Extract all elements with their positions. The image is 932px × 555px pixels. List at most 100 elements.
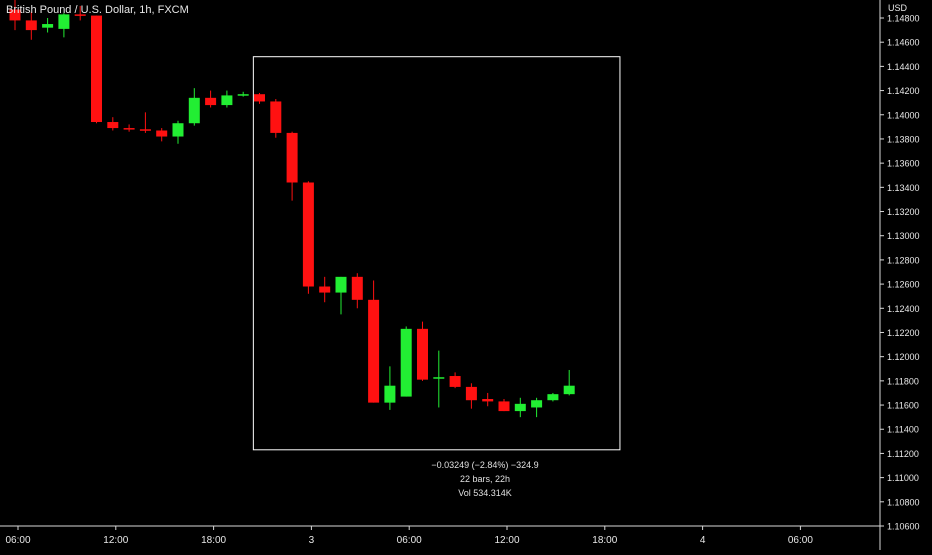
candle-body bbox=[74, 14, 86, 16]
candle-body bbox=[156, 130, 168, 137]
candle-body bbox=[400, 328, 412, 397]
candle bbox=[91, 15, 102, 124]
candle bbox=[449, 372, 461, 389]
candle-body bbox=[433, 377, 445, 379]
candle-body bbox=[417, 328, 428, 380]
time-tick-label: 18:00 bbox=[201, 535, 226, 546]
price-tick-label: 1.13000 bbox=[887, 231, 920, 241]
price-axis-currency: USD bbox=[888, 3, 908, 13]
price-tick-label: 1.12200 bbox=[887, 328, 920, 338]
candle-body bbox=[58, 14, 70, 29]
candle bbox=[368, 280, 380, 403]
candle bbox=[384, 366, 396, 410]
candle bbox=[205, 90, 217, 108]
candle-body bbox=[482, 399, 494, 402]
candle-body bbox=[498, 401, 510, 412]
candle bbox=[286, 131, 298, 201]
candle bbox=[465, 383, 477, 409]
time-tick-label: 3 bbox=[309, 535, 315, 546]
candle bbox=[335, 276, 347, 315]
candle-body bbox=[351, 276, 363, 300]
price-tick-label: 1.14600 bbox=[887, 38, 920, 48]
candle-body bbox=[286, 132, 298, 183]
candle bbox=[531, 397, 543, 418]
price-tick-label: 1.13800 bbox=[887, 134, 920, 144]
price-tick-label: 1.13400 bbox=[887, 183, 920, 193]
price-tick-label: 1.11200 bbox=[887, 449, 919, 459]
candle bbox=[302, 181, 314, 294]
price-tick-label: 1.12400 bbox=[887, 304, 920, 314]
candle bbox=[482, 392, 494, 407]
price-tick-label: 1.13600 bbox=[887, 159, 920, 169]
time-tick-label: 12:00 bbox=[494, 535, 519, 546]
candle bbox=[417, 321, 428, 381]
candle bbox=[351, 273, 363, 309]
measure-change: −0.03249 (−2.84%) −324.9 bbox=[431, 460, 539, 470]
candle-body bbox=[205, 97, 217, 106]
price-tick-label: 1.14400 bbox=[887, 62, 920, 72]
candle bbox=[319, 276, 331, 303]
candle-body bbox=[335, 276, 347, 293]
price-tick-label: 1.12800 bbox=[887, 255, 920, 265]
time-tick-label: 06:00 bbox=[788, 535, 813, 546]
price-tick-label: 1.11800 bbox=[887, 376, 919, 386]
price-tick-label: 1.10800 bbox=[887, 497, 920, 507]
candle bbox=[25, 11, 37, 40]
candle-body bbox=[531, 400, 543, 408]
candle-body bbox=[139, 129, 151, 131]
candle bbox=[400, 326, 412, 397]
candle-body bbox=[254, 94, 265, 102]
candle bbox=[547, 392, 559, 402]
candle bbox=[221, 90, 233, 108]
candle-body bbox=[9, 9, 21, 21]
candle-body bbox=[368, 299, 380, 403]
candle bbox=[237, 91, 249, 97]
measure-bars: 22 bars, 22h bbox=[459, 474, 511, 484]
time-tick-label: 06:00 bbox=[397, 535, 422, 546]
price-tick-label: 1.14200 bbox=[887, 86, 920, 96]
candle bbox=[498, 399, 510, 412]
price-axis[interactable]: 1.14800 1.14600 1.14400 1.14200 1.14000 1.138… bbox=[879, 0, 920, 550]
candle-body bbox=[547, 394, 559, 401]
candle bbox=[74, 5, 86, 21]
time-tick-label: 06:00 bbox=[5, 535, 30, 546]
measure-volume: Vol 534.314K bbox=[458, 488, 512, 498]
price-tick-label: 1.14000 bbox=[887, 110, 920, 120]
candle-body bbox=[449, 376, 461, 387]
price-tick-label: 1.11600 bbox=[887, 401, 919, 411]
candle-body bbox=[91, 15, 102, 123]
price-tick-label: 1.12600 bbox=[887, 280, 920, 290]
candle-body bbox=[302, 182, 314, 287]
time-axis[interactable]: 06:00 12:00 18:00 3 06:00 12:00 18:00 4 06:00 bbox=[0, 525, 880, 546]
time-tick-label: 12:00 bbox=[103, 535, 128, 546]
candle bbox=[254, 92, 265, 104]
price-tick-label: 1.11400 bbox=[887, 425, 919, 435]
candle-body bbox=[270, 101, 282, 133]
candle bbox=[270, 99, 282, 138]
candle bbox=[58, 13, 70, 38]
candle-body bbox=[465, 386, 477, 401]
candle-body bbox=[514, 403, 526, 412]
candle-body bbox=[221, 95, 233, 106]
candle bbox=[514, 397, 526, 418]
candle-body bbox=[107, 122, 119, 129]
candle bbox=[156, 128, 168, 142]
candle bbox=[172, 120, 184, 144]
candle-body bbox=[319, 286, 331, 293]
price-tick-label: 1.11000 bbox=[887, 473, 919, 483]
candle bbox=[123, 124, 135, 132]
candle-body bbox=[188, 97, 200, 124]
symbol-title[interactable]: British Pound / U.S. Dollar, 1h, FXCM bbox=[6, 4, 189, 16]
price-tick-label: 1.13200 bbox=[887, 207, 920, 217]
candle-body bbox=[42, 24, 54, 28]
candle bbox=[139, 112, 151, 133]
candle-body bbox=[237, 94, 249, 96]
price-tick-label: 1.12000 bbox=[887, 352, 920, 362]
candle bbox=[107, 117, 119, 131]
time-tick-label: 18:00 bbox=[592, 535, 617, 546]
measure-selection-layer bbox=[252, 56, 621, 451]
candles-layer bbox=[9, 0, 575, 418]
